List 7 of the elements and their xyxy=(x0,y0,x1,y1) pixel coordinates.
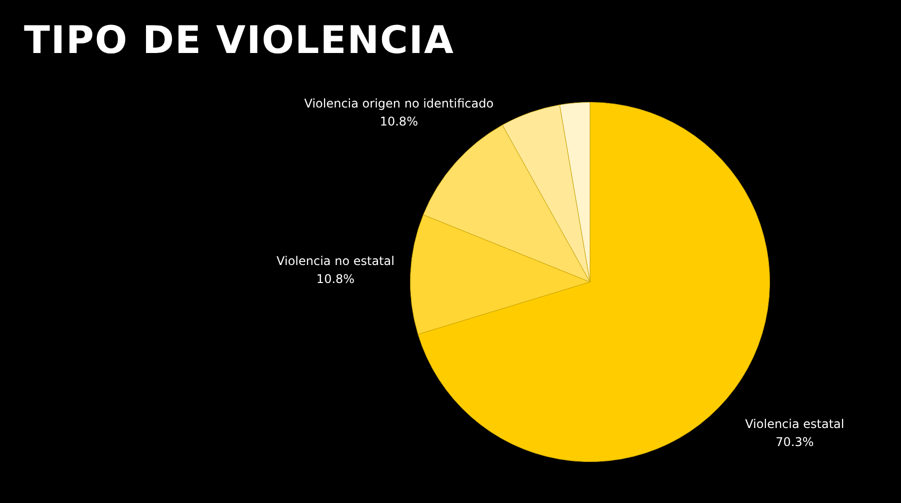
slice-label: Violencia estatal xyxy=(745,416,844,431)
chart-title: TIPO DE VIOLENCIA xyxy=(24,18,454,62)
slice-label: Violencia no estatal xyxy=(276,254,394,268)
data-label: 10.8% xyxy=(316,272,355,286)
data-label: 70.3% xyxy=(776,434,814,449)
slice-label: Violencia origen no identificado xyxy=(304,96,494,111)
data-label: 10.8% xyxy=(380,114,418,129)
